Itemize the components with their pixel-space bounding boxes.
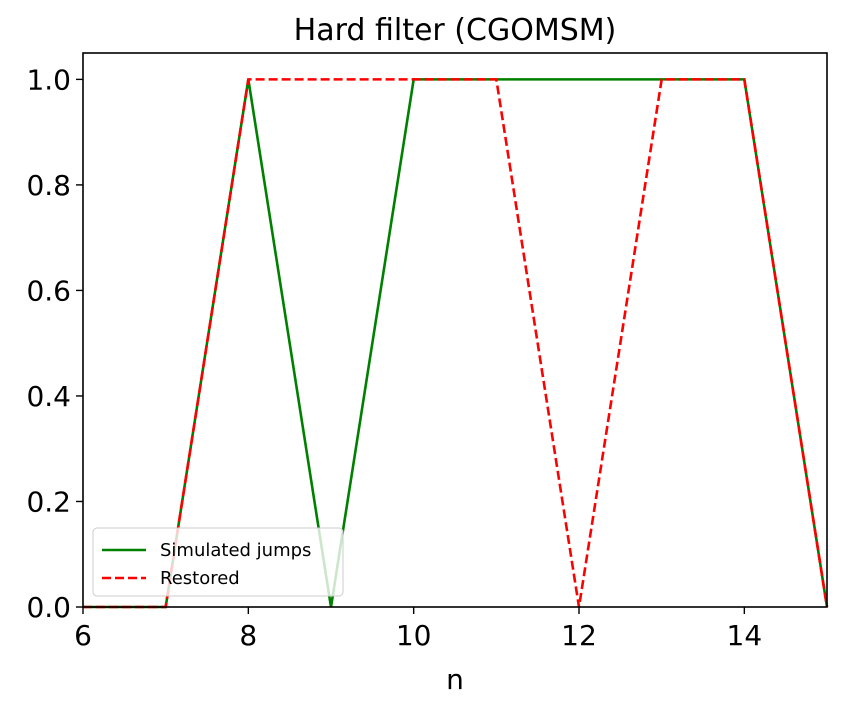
y-tick-label: 1.0 xyxy=(26,63,71,96)
plot-area xyxy=(83,78,829,609)
y-tick-label: 0.0 xyxy=(26,591,71,624)
x-tick-label: 6 xyxy=(74,619,92,652)
legend-label-1: Restored xyxy=(160,568,240,589)
x-tick-label: 14 xyxy=(727,619,763,652)
chart-title: Hard filter (CGOMSM) xyxy=(294,13,617,48)
x-axis: 6 8 10 12 14 xyxy=(74,607,762,652)
y-tick-label: 0.6 xyxy=(26,274,71,307)
x-axis-label: n xyxy=(446,663,464,696)
x-tick-label: 8 xyxy=(239,619,257,652)
y-axis: 0.0 0.2 0.4 0.6 0.8 1.0 xyxy=(26,63,83,624)
x-tick-label: 10 xyxy=(396,619,432,652)
series-line-1 xyxy=(83,78,829,609)
x-tick-label: 12 xyxy=(561,619,597,652)
y-tick-label: 0.8 xyxy=(26,169,71,202)
axes-frame xyxy=(82,52,828,608)
legend-box xyxy=(92,527,344,597)
y-tick-label: 0.2 xyxy=(26,485,71,518)
legend: Simulated jumps Restored xyxy=(92,527,344,597)
legend-label-0: Simulated jumps xyxy=(160,540,311,561)
y-tick-label: 0.4 xyxy=(26,380,71,413)
